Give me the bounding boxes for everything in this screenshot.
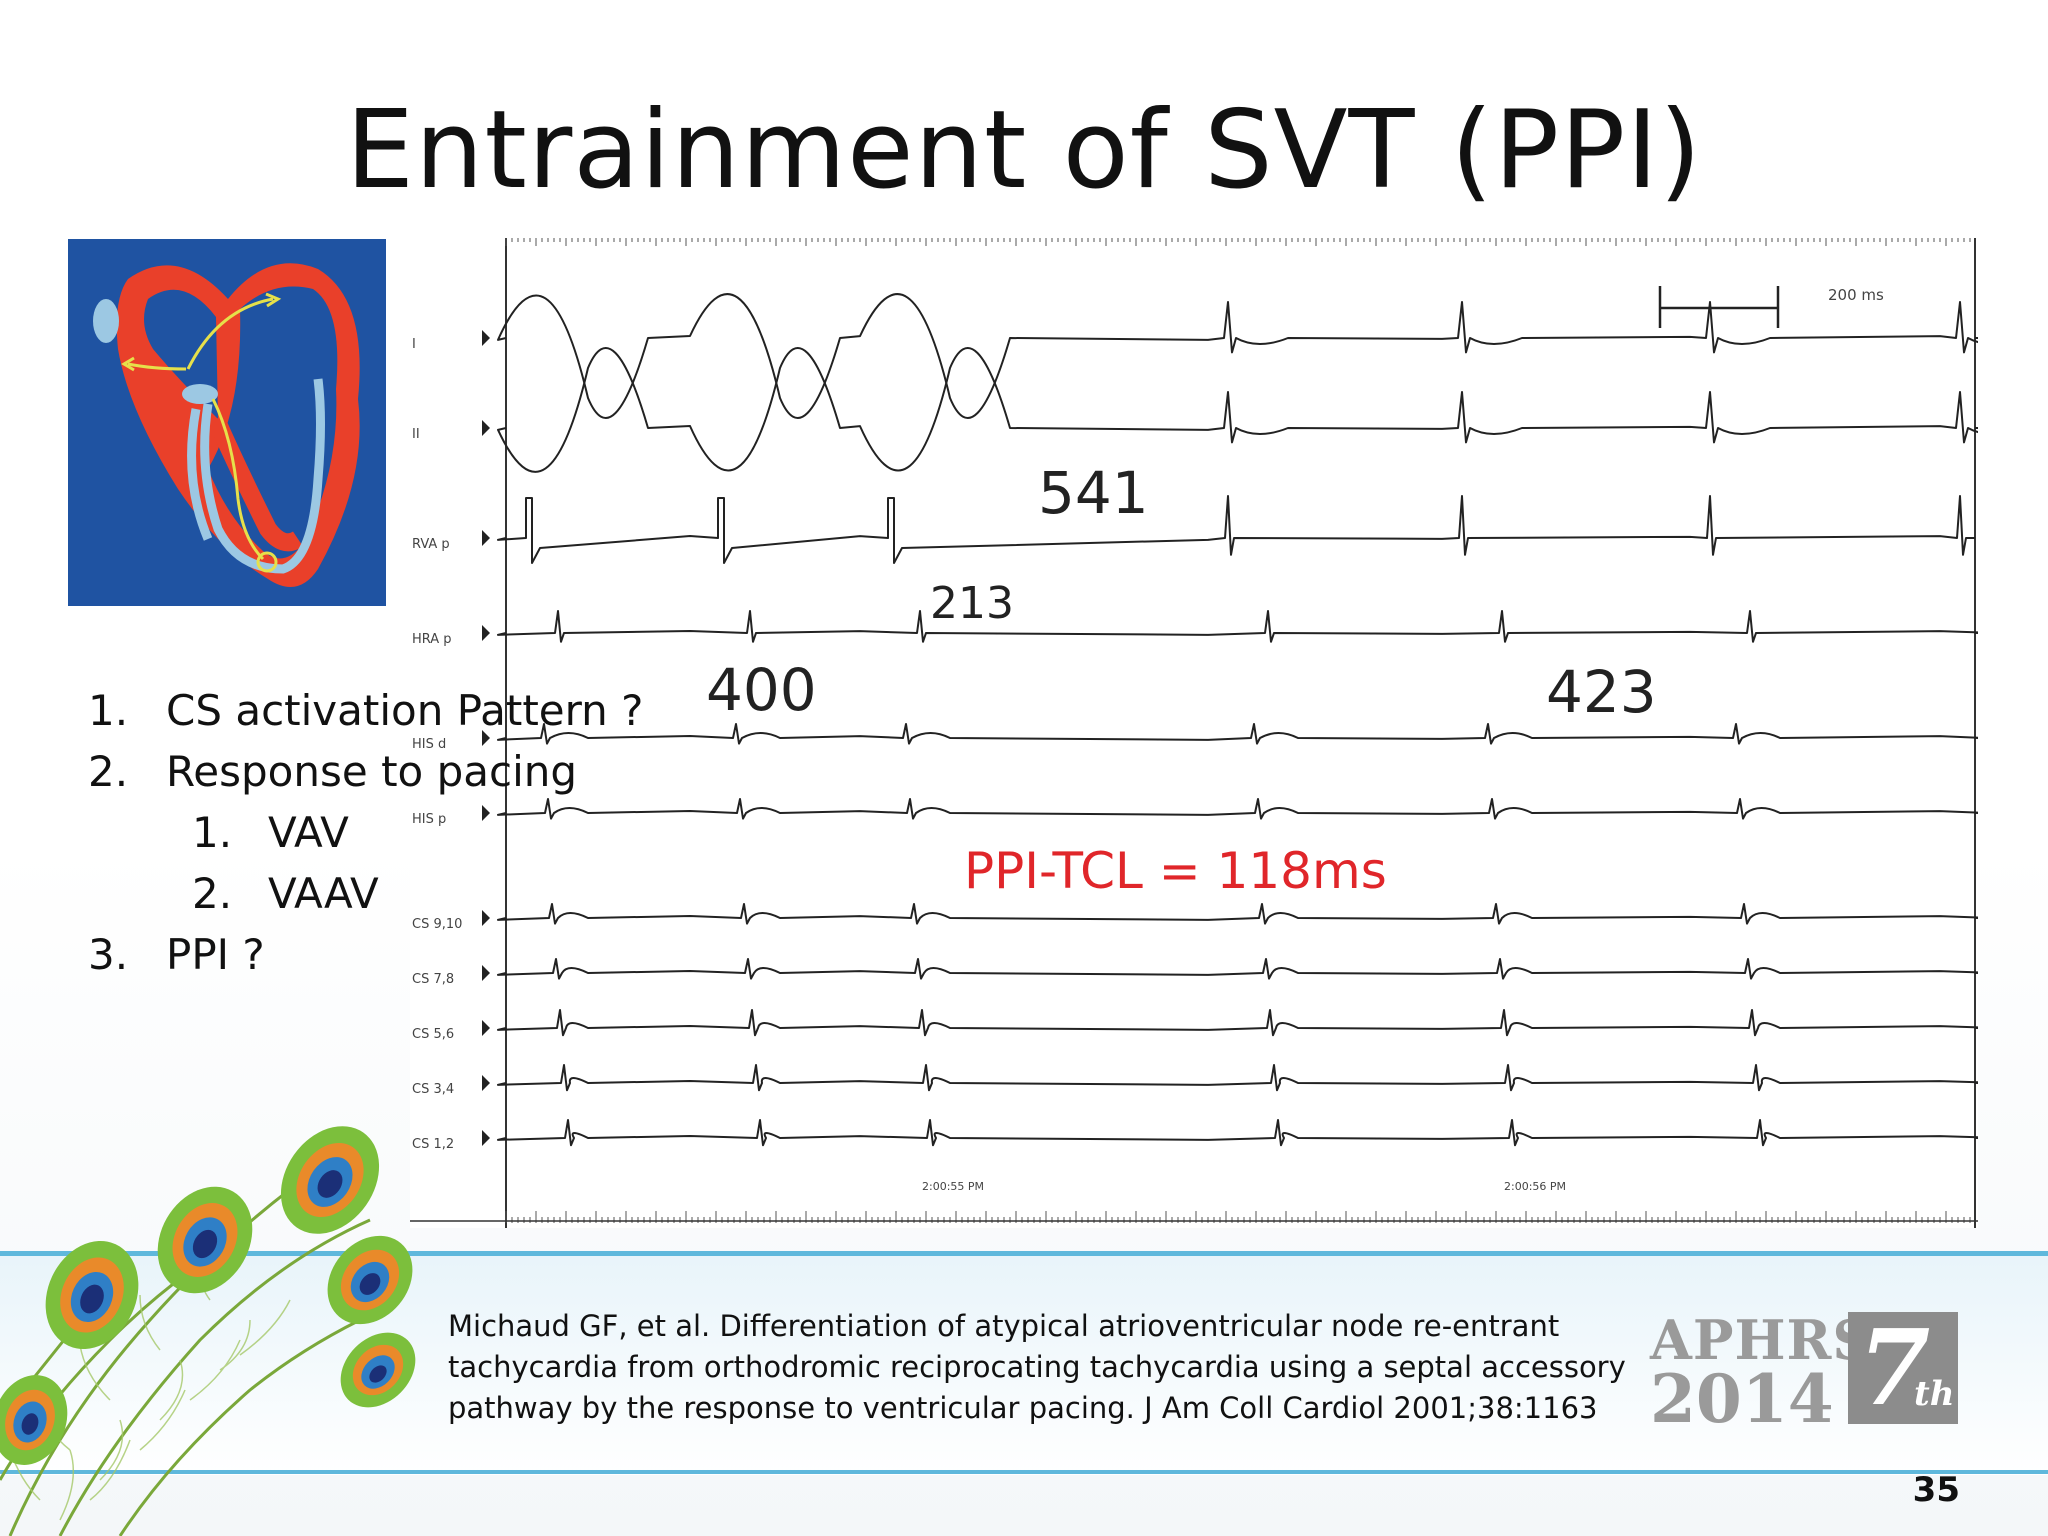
lead-label: I <box>412 337 416 352</box>
heart-conduction-diagram <box>68 239 386 606</box>
list-item-text: PPI ? <box>166 930 265 979</box>
citation-text: Michaud GF, et al. Differentiation of at… <box>448 1309 1626 1425</box>
logo-edition-box: 7 th <box>1848 1306 1958 1429</box>
interval-400: 400 <box>706 656 817 724</box>
page-number: 35 <box>1912 1470 1960 1510</box>
scale-bar <box>1658 286 1780 328</box>
scale-label: 200 ms <box>1828 286 1884 304</box>
peacock-feathers-decoration <box>0 1120 420 1536</box>
interval-213: 213 <box>930 578 1014 629</box>
list-item-number: 1. <box>192 808 233 857</box>
interval-541: 541 <box>1038 459 1149 527</box>
slide-title: Entrainment of SVT (PPI) <box>345 88 1703 213</box>
list-item-number: 3. <box>88 930 129 979</box>
logo-edition-suffix: th <box>1914 1374 1955 1414</box>
list-item-text: VAV <box>268 808 349 857</box>
ecg-tracing: I II RVA p HRA p HIS d HIS p CS 9,10 CS 7,8 CS 5… <box>410 238 1978 1228</box>
lead-label: CS 3,4 <box>412 1082 454 1097</box>
logo-edition-number: 7 <box>1858 1306 1931 1429</box>
timestamp-1: 2:00:55 PM <box>922 1180 984 1193</box>
heart-illustration <box>93 263 360 587</box>
list-item-number: 1. <box>88 686 129 735</box>
list-item-number: 2. <box>192 869 233 918</box>
lead-label: II <box>412 427 420 442</box>
logo-line1: APHRS <box>1650 1308 1873 1372</box>
ecg-traces <box>482 293 1978 1147</box>
lead-label: CS 1,2 <box>412 1137 454 1152</box>
list-item-text: Response to pacing <box>166 747 578 796</box>
list-item-number: 2. <box>88 747 129 796</box>
lead-label: CS 9,10 <box>412 917 462 932</box>
lead-label: HIS d <box>412 737 446 752</box>
logo-line2: 2014 <box>1650 1360 1834 1438</box>
lead-label: HRA p <box>412 632 452 647</box>
timestamp-2: 2:00:56 PM <box>1504 1180 1566 1193</box>
ppi-tcl-label: PPI-TCL = 118ms <box>964 842 1387 900</box>
lead-label: CS 7,8 <box>412 972 454 987</box>
lead-label: HIS p <box>412 812 446 827</box>
aphrs-logo: APHRS 2014 7 th <box>1640 1306 1960 1438</box>
list-item-text: VAAV <box>268 869 379 918</box>
time-ruler-bottom <box>410 1211 1978 1223</box>
list-item-text: CS activation Pattern ? <box>166 686 644 735</box>
interval-423: 423 <box>1546 658 1657 726</box>
lead-label: RVA p <box>412 537 450 552</box>
time-ruler-top <box>505 238 1971 246</box>
lead-label: CS 5,6 <box>412 1027 454 1042</box>
